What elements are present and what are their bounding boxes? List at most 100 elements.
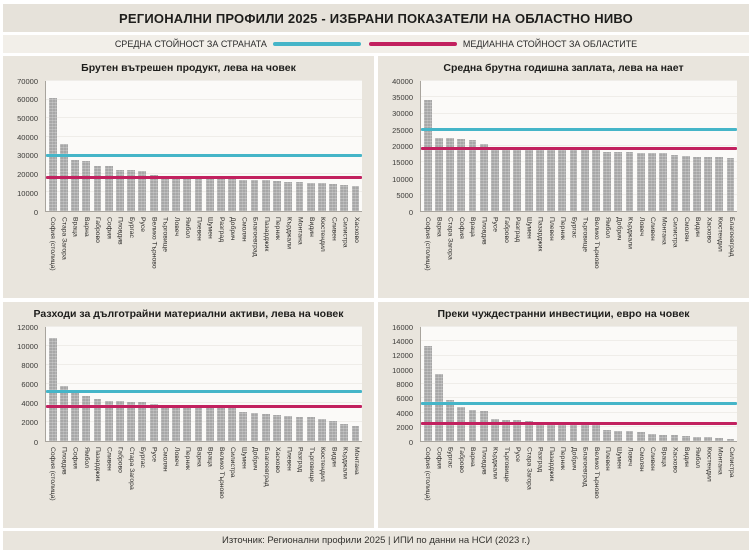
bar <box>149 174 158 211</box>
bar <box>524 148 533 211</box>
x-tick-label: Смолян <box>240 217 248 242</box>
bar-slot <box>478 327 489 441</box>
bar-slot <box>114 327 125 441</box>
bar-slot <box>294 327 305 441</box>
bar-slot <box>444 81 455 211</box>
median-line <box>421 146 737 150</box>
bar-slot <box>613 327 624 441</box>
x-tick-label: Силистра <box>341 217 349 248</box>
bar-slot <box>512 81 523 211</box>
x-tick-slot: Варна <box>192 444 203 526</box>
gridline <box>46 172 362 174</box>
bar <box>172 407 180 441</box>
y-tick-label: 8000 <box>396 379 413 389</box>
bar-slot <box>103 81 114 211</box>
x-tick-slot: Смолян <box>237 214 248 296</box>
gridline <box>46 345 362 346</box>
bar-slot <box>339 81 350 211</box>
gridline <box>421 354 737 356</box>
x-tick-label: Търговище <box>502 447 510 482</box>
bar <box>284 181 293 211</box>
x-tick-label: Враца <box>469 217 477 237</box>
x-tick-label: Ловеч <box>626 447 634 466</box>
bar <box>93 399 102 441</box>
gridline <box>421 112 737 114</box>
bar-slot <box>137 327 148 441</box>
bar <box>535 422 544 441</box>
x-tick-label: Габрово <box>116 447 124 473</box>
bar-slot <box>182 327 193 441</box>
bar-slot <box>103 327 114 441</box>
bar <box>715 437 724 441</box>
bar <box>127 170 136 211</box>
y-tick-label: 0 <box>408 207 413 217</box>
x-tick-slot: Перник <box>556 214 567 296</box>
y-tick-label: 10000 <box>17 341 38 351</box>
bars-group <box>421 81 737 211</box>
bar-slot <box>512 327 523 441</box>
bar-slot <box>545 81 556 211</box>
plot-area <box>45 80 362 212</box>
bar <box>591 149 600 211</box>
x-tick-slot: Смолян <box>680 214 691 296</box>
x-tick-slot: Ловеч <box>635 214 646 296</box>
x-tick-slot: София (столица) <box>421 444 432 526</box>
bar <box>261 179 270 211</box>
median-line <box>421 421 737 425</box>
y-tick-label: 5000 <box>396 190 413 200</box>
median-line <box>46 176 362 180</box>
x-tick-label: Кюстендил <box>716 217 724 252</box>
bar <box>317 418 326 441</box>
x-tick-label: Пловдив <box>480 217 488 245</box>
x-tick-slot: Варна <box>80 214 91 296</box>
x-tick-label: Перник <box>559 217 567 240</box>
bar <box>569 149 578 211</box>
bar-slot <box>316 327 327 441</box>
gridline <box>46 80 362 81</box>
bar-slot <box>590 81 601 211</box>
x-tick-label: Пазарджик <box>536 217 544 252</box>
x-tick-label: Монтана <box>296 217 304 245</box>
x-axis: София (столица) София Бургас Габрово Варна Пл… <box>420 444 737 526</box>
chart-panel-salary: Средна брутна годишна заплата, лева на н… <box>378 56 749 298</box>
x-tick-slot: Русе <box>147 444 158 526</box>
x-tick-label: Видин <box>682 447 690 467</box>
x-tick-label: Силистра <box>727 447 735 478</box>
bar <box>138 171 147 211</box>
x-tick-slot: Пловдив <box>57 444 68 526</box>
chart-panel-fdi: Преки чуждестранни инвестиции, евро на ч… <box>378 302 749 528</box>
bar-slot <box>148 327 159 441</box>
y-axis: 0 2000 4000 6000 8000 10000 12000 14000 16000 <box>384 323 416 445</box>
x-tick-label: Смолян <box>637 447 645 472</box>
x-tick-slot: Монтана <box>657 214 668 296</box>
bar <box>446 400 454 441</box>
bar-slot <box>193 327 204 441</box>
y-tick-label: 16000 <box>392 322 413 332</box>
x-tick-slot: Кюстендил <box>714 214 725 296</box>
bar-slot <box>579 81 590 211</box>
y-tick-label: 0 <box>33 207 38 217</box>
bar <box>160 405 169 441</box>
x-tick-slot: Търговище <box>159 214 170 296</box>
y-tick-label: 70000 <box>17 76 38 86</box>
bar <box>704 157 712 211</box>
bar <box>329 183 337 211</box>
x-tick-label: Стара Загора <box>446 217 454 260</box>
bar <box>239 412 248 441</box>
bar <box>547 149 555 211</box>
x-tick-slot: Пазарджик <box>91 444 102 526</box>
x-tick-slot: Монтана <box>294 214 305 296</box>
bar <box>295 416 304 441</box>
bar <box>116 169 124 211</box>
y-tick-label: 0 <box>33 437 38 447</box>
bar <box>194 407 203 441</box>
x-tick-slot: Пазарджик <box>545 444 556 526</box>
bar-slot <box>702 81 713 211</box>
x-tick-slot: Разград <box>294 444 305 526</box>
bar-slot <box>283 81 294 211</box>
gridline <box>421 80 737 81</box>
bar <box>681 156 690 211</box>
bar <box>172 178 180 211</box>
x-tick-label: Хасково <box>274 447 282 473</box>
x-tick-label: Смолян <box>682 217 690 242</box>
